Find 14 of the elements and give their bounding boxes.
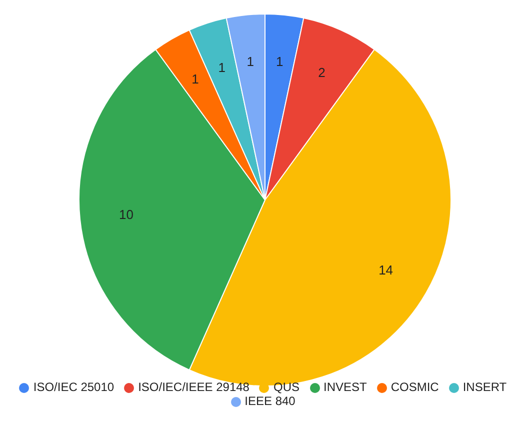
data-label: 2 bbox=[318, 65, 326, 80]
data-label: 1 bbox=[276, 54, 284, 69]
legend-label: ISO/IEC 25010 bbox=[33, 380, 114, 394]
data-label: 1 bbox=[218, 60, 226, 75]
legend-label: INVEST bbox=[324, 380, 367, 394]
data-label: 14 bbox=[378, 262, 394, 278]
data-label: 10 bbox=[119, 207, 134, 222]
legend-label: QUS bbox=[273, 380, 300, 394]
data-label: 1 bbox=[246, 54, 254, 69]
legend-label: ISO/IEC/IEEE 29148 bbox=[138, 380, 250, 394]
legend-label: COSMIC bbox=[390, 380, 439, 394]
legend-label: INSERT bbox=[462, 380, 507, 394]
data-label: 1 bbox=[192, 72, 199, 87]
legend-label: IEEE 840 bbox=[244, 394, 296, 408]
